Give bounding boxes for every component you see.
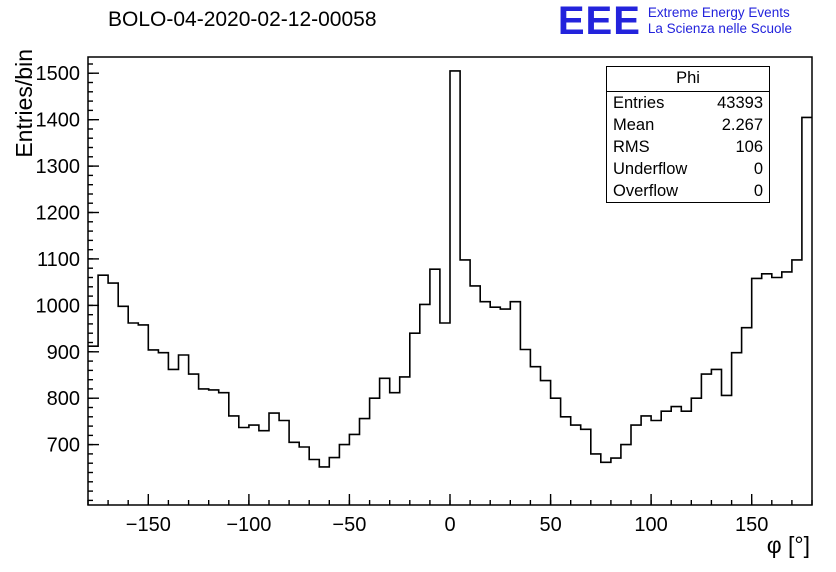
stats-label: RMS: [613, 137, 650, 156]
svg-text:−100: −100: [226, 514, 271, 536]
svg-text:0: 0: [444, 514, 455, 536]
stats-label: Overflow: [613, 181, 679, 200]
svg-text:50: 50: [539, 514, 561, 536]
svg-text:800: 800: [47, 388, 80, 410]
stats-row-entries: Entries 43393: [607, 92, 769, 114]
svg-text:−150: −150: [126, 514, 171, 536]
eee-logo: EEE Extreme Energy Events La Scienza nel…: [557, 0, 792, 43]
stats-label: Mean: [613, 115, 655, 134]
svg-text:700: 700: [47, 435, 80, 457]
svg-text:Entries/bin: Entries/bin: [11, 49, 37, 158]
svg-text:1300: 1300: [36, 156, 81, 178]
svg-text:1400: 1400: [36, 110, 81, 132]
stats-label: Entries: [613, 93, 665, 112]
eee-logo-subtitles: Extreme Energy Events La Scienza nelle S…: [648, 2, 792, 37]
svg-text:900: 900: [47, 342, 80, 364]
stats-box-title: Phi: [607, 67, 769, 92]
stats-value: 106: [735, 137, 763, 156]
stats-value: 43393: [717, 93, 763, 112]
svg-text:1200: 1200: [36, 203, 81, 225]
plot-title: BOLO-04-2020-02-12-00058: [108, 8, 377, 31]
svg-text:1100: 1100: [37, 249, 80, 271]
stats-value: 0: [753, 159, 763, 178]
stats-value: 2.267: [721, 115, 763, 134]
svg-text:−50: −50: [332, 514, 366, 536]
svg-text:φ [°]: φ [°]: [767, 532, 810, 558]
stats-value: 0: [753, 181, 763, 200]
stats-row-mean: Mean 2.267: [607, 114, 769, 136]
stats-row-overflow: Overflow 0: [607, 180, 769, 202]
svg-text:1000: 1000: [36, 295, 81, 317]
svg-text:150: 150: [735, 514, 768, 536]
stats-row-underflow: Underflow 0: [607, 158, 769, 180]
eee-logo-subtitle-1: Extreme Energy Events: [647, 5, 790, 20]
eee-logo-subtitle-2: La Scienza nelle Scuole: [647, 21, 792, 37]
stats-label: Underflow: [613, 159, 688, 178]
stats-row-rms: RMS 106: [607, 136, 769, 158]
eee-logo-acronym: EEE: [557, 0, 641, 43]
svg-text:1500: 1500: [36, 63, 81, 85]
stats-box: Phi Entries 43393 Mean 2.267 RMS 106 Und…: [606, 66, 770, 203]
svg-text:100: 100: [634, 514, 667, 536]
